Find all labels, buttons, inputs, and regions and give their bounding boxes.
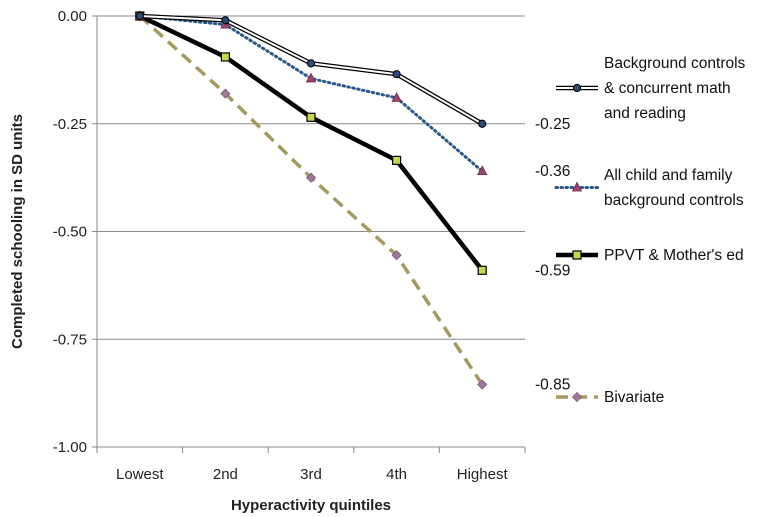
- data-point: [220, 88, 231, 99]
- data-point: [221, 16, 230, 25]
- legend-marker: [571, 181, 583, 192]
- legend-label: & concurrent math: [604, 80, 731, 97]
- data-point: [306, 112, 316, 122]
- series-ppvt-mothers-ed: [135, 11, 487, 275]
- y-tick-label: -0.50: [53, 224, 87, 241]
- legend-label: Bivariate: [604, 389, 664, 406]
- x-axis-title: Hyperactivity quintiles: [231, 497, 391, 514]
- data-point: [477, 265, 487, 275]
- legend-item-background-math-reading: Background controls & concurrent math and …: [556, 55, 746, 122]
- y-tick-label: -1.00: [53, 439, 87, 456]
- data-point: [477, 165, 488, 176]
- series-group: [134, 10, 488, 390]
- legend: Background controls & concurrent math and …: [554, 55, 746, 406]
- legend-label: All child and family: [604, 167, 733, 184]
- data-point: [391, 92, 402, 102]
- data-point: [478, 119, 487, 128]
- series-line-background-math-reading-inner: [139, 15, 483, 125]
- x-tick-label: 4th: [386, 466, 407, 483]
- y-tick-label: -0.75: [53, 331, 87, 348]
- legend-label: Background controls: [604, 55, 746, 72]
- series-all-child-family: [134, 10, 488, 176]
- data-point: [392, 70, 401, 79]
- gridlines: [97, 15, 525, 340]
- legend-label: background controls: [604, 192, 744, 209]
- end-label-all-child-family: -0.36: [535, 163, 570, 180]
- data-point: [220, 52, 230, 62]
- x-tick-label: 2nd: [213, 466, 238, 483]
- data-point: [391, 250, 402, 261]
- end-label-bivariate: -0.85: [535, 377, 570, 394]
- y-tick-labels: 0.00 -0.25 -0.50 -0.75 -1.00: [53, 8, 87, 456]
- x-tick-label: 3rd: [300, 466, 322, 483]
- legend-label: and reading: [604, 105, 686, 122]
- x-tick-label: Lowest: [116, 466, 164, 483]
- legend-label: PPVT & Mother's ed: [604, 247, 744, 264]
- data-point: [135, 11, 144, 21]
- data-point: [392, 155, 402, 165]
- x-tick-label: Highest: [457, 466, 509, 483]
- series-bivariate: [134, 10, 488, 390]
- legend-marker: [571, 391, 583, 403]
- legend-item-all-child-family: All child and family background controls: [554, 167, 744, 209]
- end-label-background-math-reading: -0.25: [535, 116, 570, 133]
- data-point: [477, 379, 488, 390]
- series-line-bivariate: [138, 14, 484, 386]
- legend-marker: [572, 83, 582, 93]
- series-background-math-reading: [135, 11, 487, 128]
- legend-item-bivariate: Bivariate: [556, 389, 664, 406]
- y-tick-label: -0.25: [53, 116, 87, 133]
- x-tick-labels: Lowest 2nd 3rd 4th Highest: [116, 466, 508, 483]
- legend-marker: [572, 250, 582, 260]
- data-point: [306, 59, 316, 68]
- series-line-ppvt-mothers-ed: [138, 13, 484, 272]
- legend-item-ppvt-mothers-ed: PPVT & Mother's ed: [556, 247, 744, 264]
- data-point: [305, 172, 317, 183]
- y-axis-title: Completed schooling in SD units: [9, 114, 26, 349]
- end-label-ppvt-mothers-ed: -0.59: [535, 262, 570, 279]
- axes: [92, 15, 526, 453]
- series-line-background-math-reading: [139, 13, 484, 126]
- data-point: [305, 72, 317, 83]
- end-value-labels: -0.25 -0.36 -0.59 -0.85: [535, 116, 570, 394]
- y-tick-label: 0.00: [58, 8, 87, 25]
